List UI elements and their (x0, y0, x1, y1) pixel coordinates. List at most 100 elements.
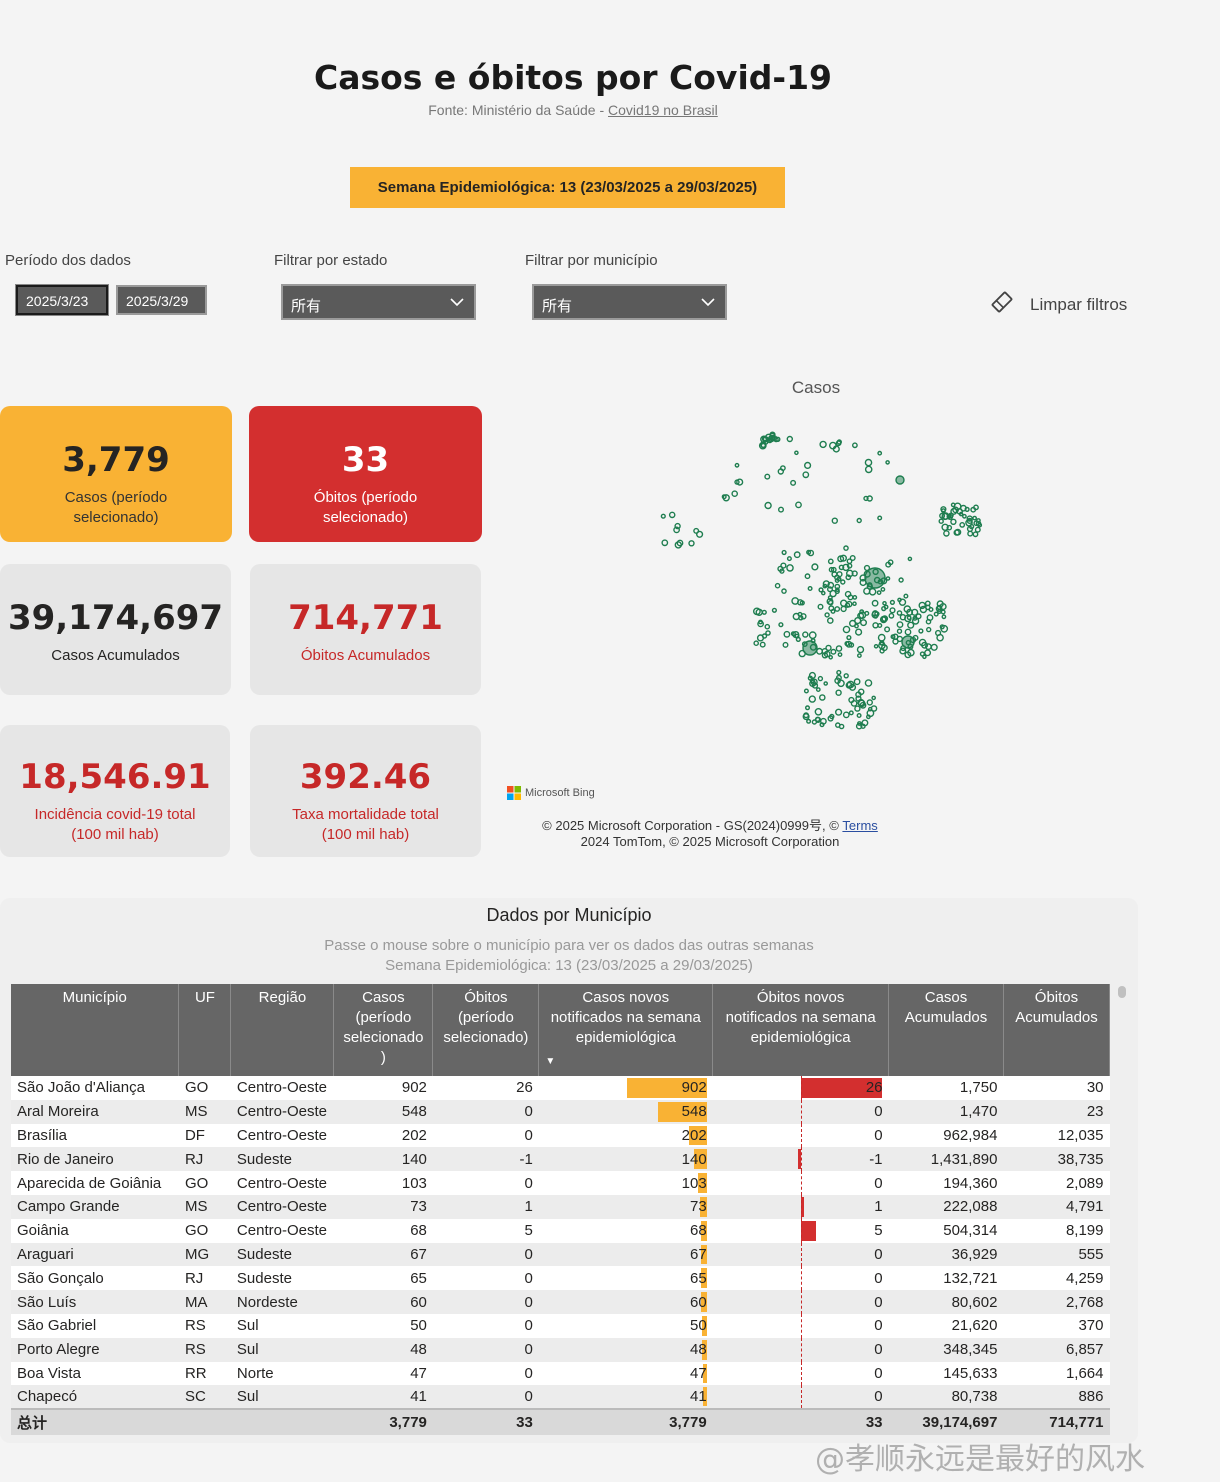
kpi-value: 392.46 (299, 757, 432, 797)
deaths-bar-value: 0 (874, 1364, 883, 1382)
table-row[interactable]: Boa Vista RR Norte 47 0 47 0 145,633 1,664 (11, 1361, 1110, 1386)
cases-bar (702, 1363, 707, 1384)
map-bubble (863, 495, 869, 502)
cell-uf: GO (178, 1171, 231, 1195)
table-row[interactable]: Chapecó SC Sul 41 0 41 0 80,738 886 (11, 1385, 1110, 1410)
map-bubble (972, 515, 977, 521)
cell-casos-acumulados: 80,602 (888, 1290, 1004, 1314)
cell-obitos-novos: 0 (712, 1385, 889, 1410)
cell-uf: RS (178, 1337, 231, 1362)
date-start-input[interactable]: 2025/3/23 (15, 284, 109, 316)
map-bubble (925, 604, 931, 611)
map-bubble (876, 590, 882, 596)
map-bubble (810, 678, 818, 686)
table-row[interactable]: Porto Alegre RS Sul 48 0 48 0 348,345 6,857 (11, 1337, 1110, 1362)
cell-casos: 73 (333, 1194, 433, 1219)
cell-obitos: 0 (432, 1313, 539, 1338)
map-bubble (881, 606, 887, 612)
cases-bar-value: 65 (690, 1269, 707, 1287)
table-row[interactable]: São João d'Aliança GO Centro-Oeste 902 26 902… (11, 1076, 1110, 1100)
state-filter-dropdown[interactable]: 所有 (281, 284, 476, 320)
map-bubble-large (802, 640, 818, 656)
map-bubble (889, 607, 896, 614)
table-row[interactable]: São Gonçalo RJ Sudeste 65 0 65 0 132,721 4,259 (11, 1266, 1110, 1291)
map-bubble (674, 541, 682, 549)
map-bubbles[interactable] (640, 410, 1000, 750)
col-header-casos[interactable]: Casos (período selecionado ) (333, 984, 434, 1076)
cell-casos-novos: 67 (538, 1242, 713, 1267)
deaths-bar (800, 1220, 817, 1241)
cases-bar (703, 1387, 707, 1407)
clear-filters-label: Limpar filtros (1030, 294, 1128, 314)
map-bubble (722, 494, 730, 502)
map-bubble (939, 624, 945, 630)
cell-obitos-acumulados: 12,035 (1003, 1123, 1110, 1148)
map-bubble (853, 678, 861, 686)
col-header-obitos-acumulados[interactable]: Óbitos Acumulados (1003, 984, 1111, 1076)
deaths-bar-value: -1 (869, 1150, 883, 1168)
cell-casos-novos: 41 (538, 1385, 713, 1410)
col-header-regiao[interactable]: Região (230, 984, 335, 1076)
col-header-uf[interactable]: UF (178, 984, 232, 1076)
map-bubble (778, 622, 784, 628)
map-bubble (849, 619, 857, 628)
date-end-input[interactable]: 2025/3/29 (116, 285, 207, 315)
col-header-casos-acumulados[interactable]: Casos Acumulados (888, 984, 1004, 1076)
cell-regiao: Centro-Oeste (230, 1171, 334, 1195)
map-bubble (896, 621, 904, 629)
cases-bar-value: 60 (690, 1293, 707, 1311)
deaths-bar (800, 1196, 804, 1217)
map-bubble (807, 675, 813, 681)
cell-obitos-novos: 1 (712, 1194, 889, 1219)
cell-casos-acumulados: 1,470 (888, 1099, 1004, 1124)
map-bubble (885, 460, 890, 465)
cell-obitos: 0 (432, 1171, 539, 1195)
map-bubble (938, 518, 944, 524)
table-row[interactable]: Brasília DF Centro-Oeste 202 0 202 0 962,984 12,… (11, 1123, 1110, 1148)
source-link[interactable]: Covid19 no Brasil (608, 102, 718, 118)
col-header-obitos-novos[interactable]: Óbitos novos notificados na semana epide… (712, 984, 890, 1076)
table-row[interactable]: São Luís MA Nordeste 60 0 60 0 80,602 2,768 (11, 1290, 1110, 1314)
table-row[interactable]: Campo Grande MS Centro-Oeste 73 1 73 1 222,088 4… (11, 1194, 1110, 1219)
table-row[interactable]: Rio de Janeiro RJ Sudeste 140 -1 140 -1 1,431,8… (11, 1147, 1110, 1172)
kpi-deaths-period: 33 Óbitos (período selecionado) (249, 406, 482, 542)
table-row[interactable]: Aral Moreira MS Centro-Oeste 548 0 548 0 1,470 2… (11, 1099, 1110, 1124)
cell-casos-novos: 202 (538, 1123, 713, 1148)
map-bubble (925, 618, 932, 625)
terms-link[interactable]: Terms (842, 818, 878, 833)
map-bubble (941, 523, 949, 532)
city-filter-dropdown[interactable]: 所有 (532, 284, 727, 320)
cell-casos-acumulados: 80,738 (888, 1385, 1004, 1410)
col-header-obitos[interactable]: Óbitos (período selecionado) (432, 984, 540, 1076)
map-bubble (808, 695, 817, 703)
map-bubble (842, 563, 850, 572)
map-bubble (974, 526, 981, 533)
map-bubble (819, 440, 827, 449)
map-bubble (830, 566, 837, 573)
table-row[interactable]: Araguari MG Sudeste 67 0 67 0 36,929 555 (11, 1242, 1110, 1267)
map-bubble (854, 705, 861, 712)
map-bubble (852, 594, 858, 600)
col-header-casos-novos[interactable]: Casos novos notificados na semana epidem… (538, 984, 714, 1076)
map-bubble (786, 435, 794, 443)
map-bubble (817, 603, 824, 610)
map-bubble (835, 708, 843, 716)
table-row[interactable]: Goiânia GO Centro-Oeste 68 5 68 5 504,314 8,199 (11, 1218, 1110, 1243)
map-bubble (765, 630, 771, 636)
total-casos-novos: 3,779 (538, 1408, 713, 1436)
map-bubble (872, 622, 879, 629)
cases-bar (658, 1101, 707, 1122)
map-bubble (856, 517, 862, 524)
table-row[interactable]: São Gabriel RS Sul 50 0 50 0 21,620 370 (11, 1313, 1110, 1338)
clear-filters-button[interactable]: Limpar filtros (988, 288, 1127, 321)
table-scrollbar[interactable] (1118, 986, 1126, 998)
map-bubble (870, 705, 878, 712)
table-row[interactable]: Aparecida de Goiânia GO Centro-Oeste 103 0 10… (11, 1171, 1110, 1195)
map-bubble (961, 513, 967, 519)
cases-map[interactable] (640, 410, 1000, 750)
kpi-label-line1: Taxa mortalidade total (292, 806, 439, 823)
cell-uf: RS (178, 1313, 231, 1338)
cell-obitos-novos: -1 (712, 1147, 889, 1172)
cell-uf: MS (178, 1194, 231, 1219)
col-header-municipio[interactable]: Município (11, 984, 180, 1076)
